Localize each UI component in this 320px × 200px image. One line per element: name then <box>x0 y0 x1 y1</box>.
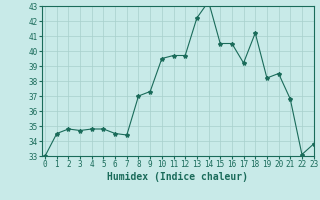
X-axis label: Humidex (Indice chaleur): Humidex (Indice chaleur) <box>107 172 248 182</box>
